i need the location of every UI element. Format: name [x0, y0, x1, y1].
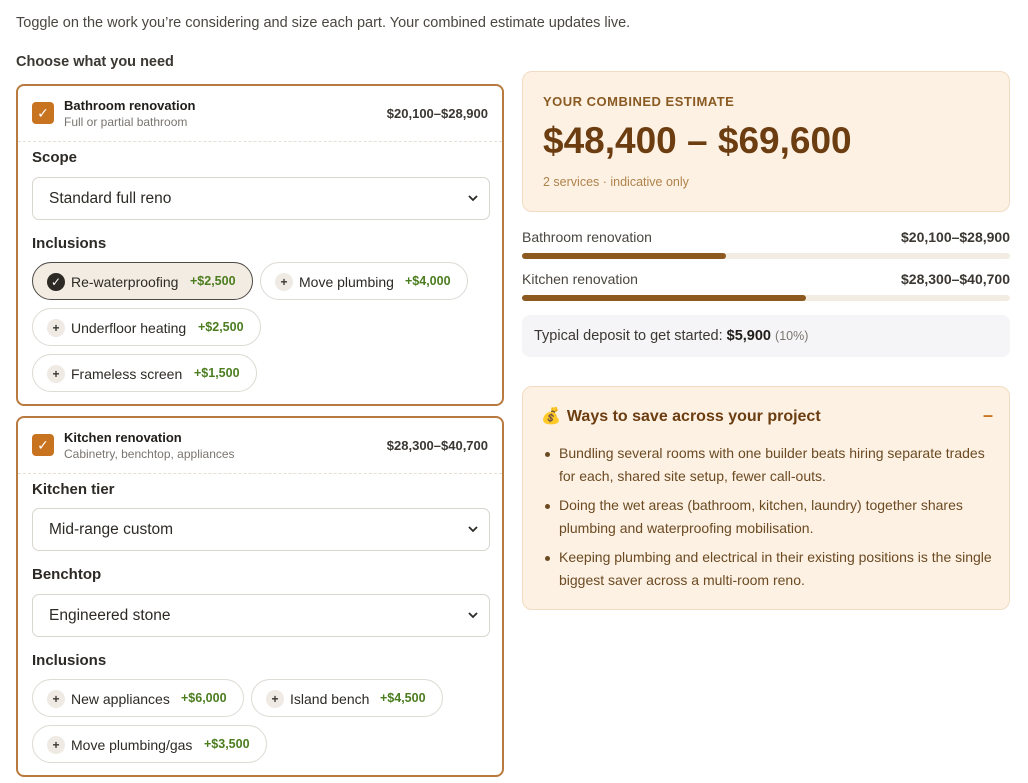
inclusion-price: +$4,500 [380, 691, 426, 705]
inclusion-frameless-screen[interactable]: + Frameless screen +$1,500 [32, 354, 257, 392]
service-subtitle: Full or partial bathroom [64, 115, 188, 129]
breakdown-row-kitchen: Kitchen renovation $28,300–$40,700 [522, 271, 1010, 303]
breakdown-range: $28,300–$40,700 [901, 271, 1010, 287]
inclusion-price: +$4,000 [405, 274, 451, 288]
plus-icon: + [47, 319, 65, 337]
service-header-kitchen[interactable]: ✓ Kitchen renovation Cabinetry, benchtop… [18, 418, 502, 474]
chevron-down-icon [468, 612, 478, 619]
inclusion-label: Island bench [290, 691, 370, 707]
breakdown-track [522, 253, 1010, 259]
scope-value: Standard full reno [49, 190, 172, 207]
benchtop-select[interactable]: Engineered stone [32, 594, 490, 637]
chevron-down-icon [468, 526, 478, 533]
estimate-label: YOUR COMBINED ESTIMATE [543, 94, 735, 109]
service-range: $20,100–$28,900 [386, 106, 488, 121]
savings-panel: 💰 Ways to save across your project – Bund… [522, 386, 1010, 610]
service-card-kitchen: ✓ Kitchen renovation Cabinetry, benchtop… [16, 416, 504, 777]
bathroom-checkbox[interactable]: ✓ [32, 102, 54, 124]
inclusion-label: New appliances [71, 691, 170, 707]
inclusion-label: Re-waterproofing [71, 274, 179, 290]
plus-icon: + [47, 736, 65, 754]
savings-tip: Doing the wet areas (bathroom, kitchen, … [545, 494, 999, 540]
breakdown-range: $20,100–$28,900 [901, 229, 1010, 245]
deposit-label: Typical deposit to get started: [534, 328, 723, 344]
breakdown-name: Kitchen renovation [522, 271, 638, 287]
intro-text: Toggle on the work you’re considering an… [16, 15, 631, 31]
service-subtitle: Cabinetry, benchtop, appliances [64, 447, 235, 461]
check-icon: ✓ [37, 437, 49, 453]
plus-icon: + [47, 690, 65, 708]
savings-title: Ways to save across your project [566, 408, 821, 425]
inclusion-island-bench[interactable]: + Island bench +$4,500 [251, 679, 443, 717]
choose-heading: Choose what you need [16, 54, 174, 70]
check-circle-icon: ✓ [47, 273, 65, 291]
plus-icon: + [266, 690, 284, 708]
savings-tip: Keeping plumbing and electrical in their… [545, 546, 999, 592]
estimate-value: $48,400 – $69,600 [543, 120, 852, 161]
benchtop-value: Engineered stone [49, 607, 171, 624]
inclusions-label: Inclusions [32, 652, 107, 669]
kitchen-tier-label: Kitchen tier [32, 481, 115, 498]
estimate-note: 2 services · indicative only [543, 175, 689, 189]
inclusion-price: +$2,500 [198, 320, 244, 334]
deposit-percent: (10%) [775, 329, 809, 343]
inclusion-label: Move plumbing/gas [71, 737, 193, 753]
breakdown-name: Bathroom renovation [522, 229, 652, 245]
breakdown-bar [522, 295, 807, 301]
service-name: Kitchen renovation [64, 430, 182, 445]
inclusion-price: +$6,000 [181, 691, 227, 705]
scope-select[interactable]: Standard full reno [32, 177, 490, 220]
kitchen-tier-value: Mid-range custom [49, 521, 174, 538]
deposit-value: $5,900 [726, 328, 771, 344]
savings-header[interactable]: 💰 Ways to save across your project [541, 406, 821, 426]
breakdown-row-bathroom: Bathroom renovation $20,100–$28,900 [522, 229, 1010, 261]
service-header-bathroom[interactable]: ✓ Bathroom renovation Full or partial ba… [18, 86, 502, 142]
inclusion-price: +$1,500 [194, 366, 240, 380]
service-card-bathroom: ✓ Bathroom renovation Full or partial ba… [16, 84, 504, 406]
inclusion-price: +$2,500 [190, 274, 236, 288]
breakdown-track [522, 295, 1010, 301]
inclusion-label: Move plumbing [299, 274, 394, 290]
inclusion-underfloor-heating[interactable]: + Underfloor heating +$2,500 [32, 308, 261, 346]
inclusion-re-waterproofing[interactable]: ✓ Re-waterproofing +$2,500 [32, 262, 253, 300]
service-name: Bathroom renovation [64, 98, 196, 113]
combined-estimate-panel: YOUR COMBINED ESTIMATE $48,400 – $69,600… [522, 71, 1010, 212]
benchtop-label: Benchtop [32, 566, 102, 583]
inclusion-move-plumbing[interactable]: + Move plumbing +$4,000 [260, 262, 468, 300]
inclusion-new-appliances[interactable]: + New appliances +$6,000 [32, 679, 244, 717]
inclusion-label: Frameless screen [71, 366, 183, 382]
money-bag-icon: 💰 [541, 408, 561, 425]
plus-icon: + [47, 365, 65, 383]
inclusion-price: +$3,500 [204, 737, 250, 751]
inclusions-label: Inclusions [32, 235, 107, 252]
breakdown-bar [522, 253, 726, 259]
savings-tip: Bundling several rooms with one builder … [545, 442, 999, 488]
inclusion-move-plumbing-gas[interactable]: + Move plumbing/gas +$3,500 [32, 725, 267, 763]
kitchen-tier-select[interactable]: Mid-range custom [32, 508, 490, 551]
kitchen-checkbox[interactable]: ✓ [32, 434, 54, 456]
deposit-box: Typical deposit to get started: $5,900 (… [522, 315, 1010, 357]
inclusion-label: Underfloor heating [71, 320, 187, 336]
collapse-toggle[interactable]: – [982, 405, 993, 425]
check-icon: ✓ [37, 105, 49, 121]
chevron-down-icon [468, 195, 478, 202]
scope-label: Scope [32, 149, 78, 166]
service-range: $28,300–$40,700 [386, 438, 488, 453]
plus-icon: + [275, 273, 293, 291]
